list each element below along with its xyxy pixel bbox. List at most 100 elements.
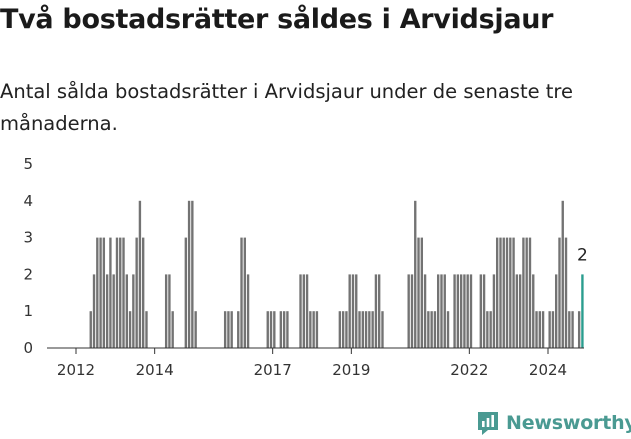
bar	[433, 311, 437, 348]
bar	[282, 311, 286, 348]
chart-title: Två bostadsrätter såldes i Arvidsjaur	[0, 4, 554, 35]
bar	[315, 311, 319, 348]
bar	[305, 274, 309, 348]
bar	[541, 311, 545, 348]
bar	[466, 274, 469, 348]
bar	[443, 274, 446, 348]
bar	[535, 311, 538, 348]
bar	[486, 311, 489, 348]
bar	[223, 311, 227, 348]
bar	[230, 311, 233, 348]
chart-subtitle: Antal sålda bostadsrätter i Arvidsjaur u…	[0, 80, 574, 135]
bar	[89, 311, 92, 348]
y-tick-label: 4	[23, 192, 33, 210]
bar	[414, 200, 417, 348]
bar	[240, 237, 243, 348]
newsworthy-brand: Newsworthy	[476, 408, 631, 438]
bar	[92, 274, 96, 348]
bar	[286, 311, 289, 348]
bar	[548, 311, 551, 348]
y-tick-label: 3	[23, 229, 33, 247]
bar	[105, 274, 109, 348]
bar	[509, 237, 512, 348]
bar	[109, 237, 112, 348]
bar	[338, 311, 342, 348]
bar	[358, 311, 361, 348]
bar	[407, 274, 410, 348]
x-axis: 2012 2014 2017 2019 2022 2024	[47, 347, 584, 379]
bar	[551, 311, 555, 348]
bar	[499, 237, 502, 348]
bar	[168, 274, 171, 348]
bar	[135, 237, 138, 348]
bar	[269, 311, 273, 348]
x-tick-label: 2022	[450, 361, 488, 379]
newsworthy-logo-icon	[478, 412, 498, 435]
bar	[528, 237, 532, 348]
bar	[138, 200, 142, 348]
bar	[125, 274, 129, 348]
bar	[371, 311, 374, 348]
x-tick-label: 2014	[136, 361, 174, 379]
bar	[351, 274, 355, 348]
x-tick-label: 2017	[254, 361, 292, 379]
bar	[361, 311, 365, 348]
bar	[505, 237, 509, 348]
bar	[243, 237, 247, 348]
bar	[423, 274, 427, 348]
bar	[479, 274, 483, 348]
bar	[187, 200, 191, 348]
bar	[554, 274, 558, 348]
x-tick-label: 2012	[57, 361, 95, 379]
bar	[312, 311, 315, 348]
bar	[453, 274, 456, 348]
bar	[302, 274, 306, 348]
bar-value-label: 2	[577, 245, 588, 265]
bar	[102, 237, 106, 348]
bar	[368, 311, 371, 348]
bar	[377, 274, 381, 348]
bar	[119, 237, 122, 348]
bar	[348, 274, 351, 348]
y-axis: 0 1 2 3 4 5	[23, 155, 33, 357]
bar	[141, 237, 145, 348]
bar	[459, 274, 463, 348]
bar-highlight	[581, 274, 584, 348]
bar	[564, 237, 568, 348]
y-tick-label: 0	[23, 339, 33, 357]
annotations: 2	[577, 245, 588, 265]
bar	[571, 311, 574, 348]
bar	[99, 237, 102, 348]
bar	[381, 311, 384, 348]
bar	[417, 237, 420, 348]
bar	[430, 311, 433, 348]
bar	[184, 237, 188, 348]
bar	[512, 237, 515, 348]
bar	[164, 274, 168, 348]
bar	[427, 311, 430, 348]
bar	[515, 274, 519, 348]
bar-chart: 0 1 2 3 4 5 2012 2014 2017 2019 2022 2024 2	[23, 155, 588, 379]
bar	[568, 311, 571, 348]
bar	[341, 311, 345, 348]
bar	[355, 274, 358, 348]
bar	[469, 274, 473, 348]
bar	[237, 311, 240, 348]
bar	[191, 200, 194, 348]
bar	[364, 311, 368, 348]
bar	[489, 311, 492, 348]
y-tick-label: 2	[23, 265, 33, 283]
bar	[266, 311, 269, 348]
bar	[132, 274, 135, 348]
y-tick-label: 5	[23, 155, 33, 173]
bar	[420, 237, 424, 348]
brand-name: Newsworthy	[506, 412, 631, 434]
bar	[446, 311, 450, 348]
bar	[558, 237, 561, 348]
bar	[532, 274, 535, 348]
bar	[145, 311, 148, 348]
bar	[482, 274, 486, 348]
bar	[246, 274, 250, 348]
x-tick-label: 2019	[332, 361, 370, 379]
bar	[273, 311, 276, 348]
